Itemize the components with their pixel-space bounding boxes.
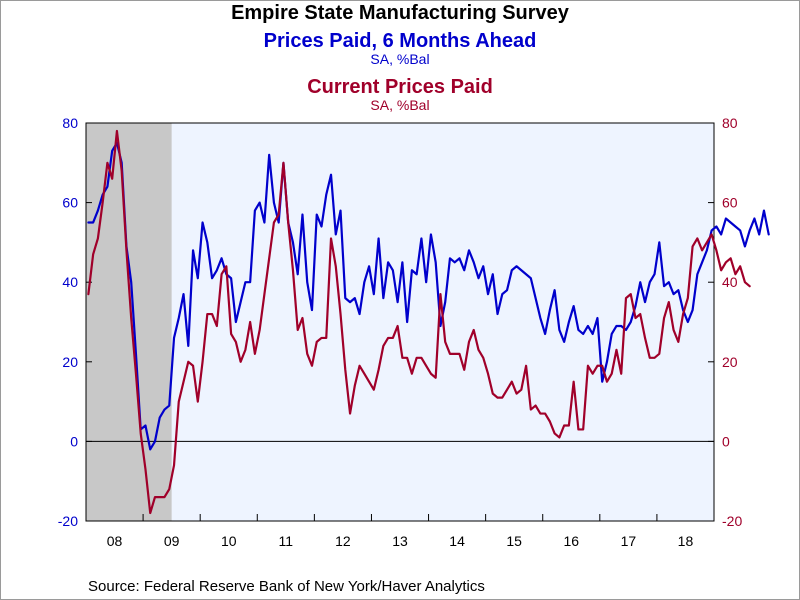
x-tick-label: 11 — [279, 533, 294, 549]
y-left-tick-label: 40 — [62, 274, 78, 290]
series-line-current-prices-paid — [87, 129, 751, 515]
series1-title: Prices Paid, 6 Months Ahead — [263, 30, 537, 52]
x-tick-label: 18 — [678, 533, 694, 549]
x-tick-label: 15 — [506, 533, 522, 549]
y-right-tick-label: 0 — [722, 433, 730, 449]
x-tick-label: 09 — [164, 533, 180, 549]
x-tick-label: 14 — [449, 533, 465, 549]
series2-title: Current Prices Paid — [307, 76, 493, 98]
y-right-tick-label: 40 — [722, 274, 738, 290]
source-note: Source: Federal Reserve Bank of New York… — [88, 578, 485, 595]
y-left-tick-label: 0 — [70, 433, 78, 449]
x-tick-label: 08 — [107, 533, 123, 549]
y-left-tick-label: 80 — [62, 115, 78, 131]
x-tick-label: 13 — [392, 533, 408, 549]
series2-units: SA, %Bal — [370, 97, 430, 113]
x-tick-label: 16 — [563, 533, 579, 549]
y-right-tick-label: 20 — [722, 354, 738, 370]
plot-border — [85, 122, 715, 522]
plot-area — [86, 123, 714, 521]
x-tick-label: 10 — [221, 533, 237, 549]
y-right-tick-label: 80 — [722, 115, 738, 131]
chart-title: Empire State Manufacturing Survey — [231, 2, 569, 24]
y-right-tick-label: 60 — [722, 195, 738, 211]
x-tick-label: 12 — [335, 533, 351, 549]
y-left-tick-label: 60 — [62, 195, 78, 211]
x-tick-label: 17 — [621, 533, 637, 549]
series1-units: SA, %Bal — [370, 51, 430, 67]
y-right-tick-label: -20 — [722, 513, 742, 529]
series-line-prices-paid-6m-ahead — [87, 141, 770, 451]
recession-shading — [86, 123, 172, 521]
y-left-tick-label: -20 — [58, 513, 78, 529]
y-left-tick-label: 20 — [62, 354, 78, 370]
